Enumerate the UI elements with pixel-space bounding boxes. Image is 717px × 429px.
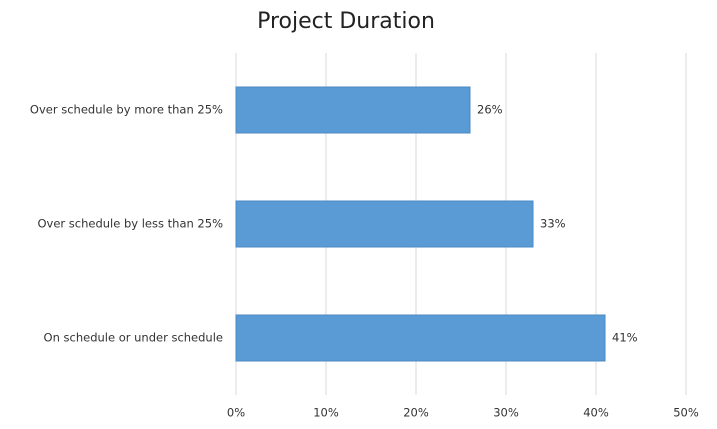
bar (235, 314, 606, 362)
y-tick-label: On schedule or under schedule (44, 331, 223, 345)
y-tick-label: Over schedule by less than 25% (37, 217, 223, 231)
data-label: 26% (477, 103, 503, 117)
x-tick-label: 50% (673, 406, 699, 420)
x-tick-label: 40% (583, 406, 609, 420)
x-tick-label: 20% (403, 406, 429, 420)
chart-title: Project Duration (257, 9, 435, 34)
y-tick-label: Over schedule by more than 25% (30, 103, 223, 117)
data-label: 41% (612, 331, 638, 345)
x-tick-label: 30% (493, 406, 519, 420)
bar (235, 200, 534, 248)
data-label: 33% (540, 217, 566, 231)
x-tick-label: 10% (313, 406, 339, 420)
x-tick-label: 0% (227, 406, 245, 420)
bar (235, 86, 471, 134)
